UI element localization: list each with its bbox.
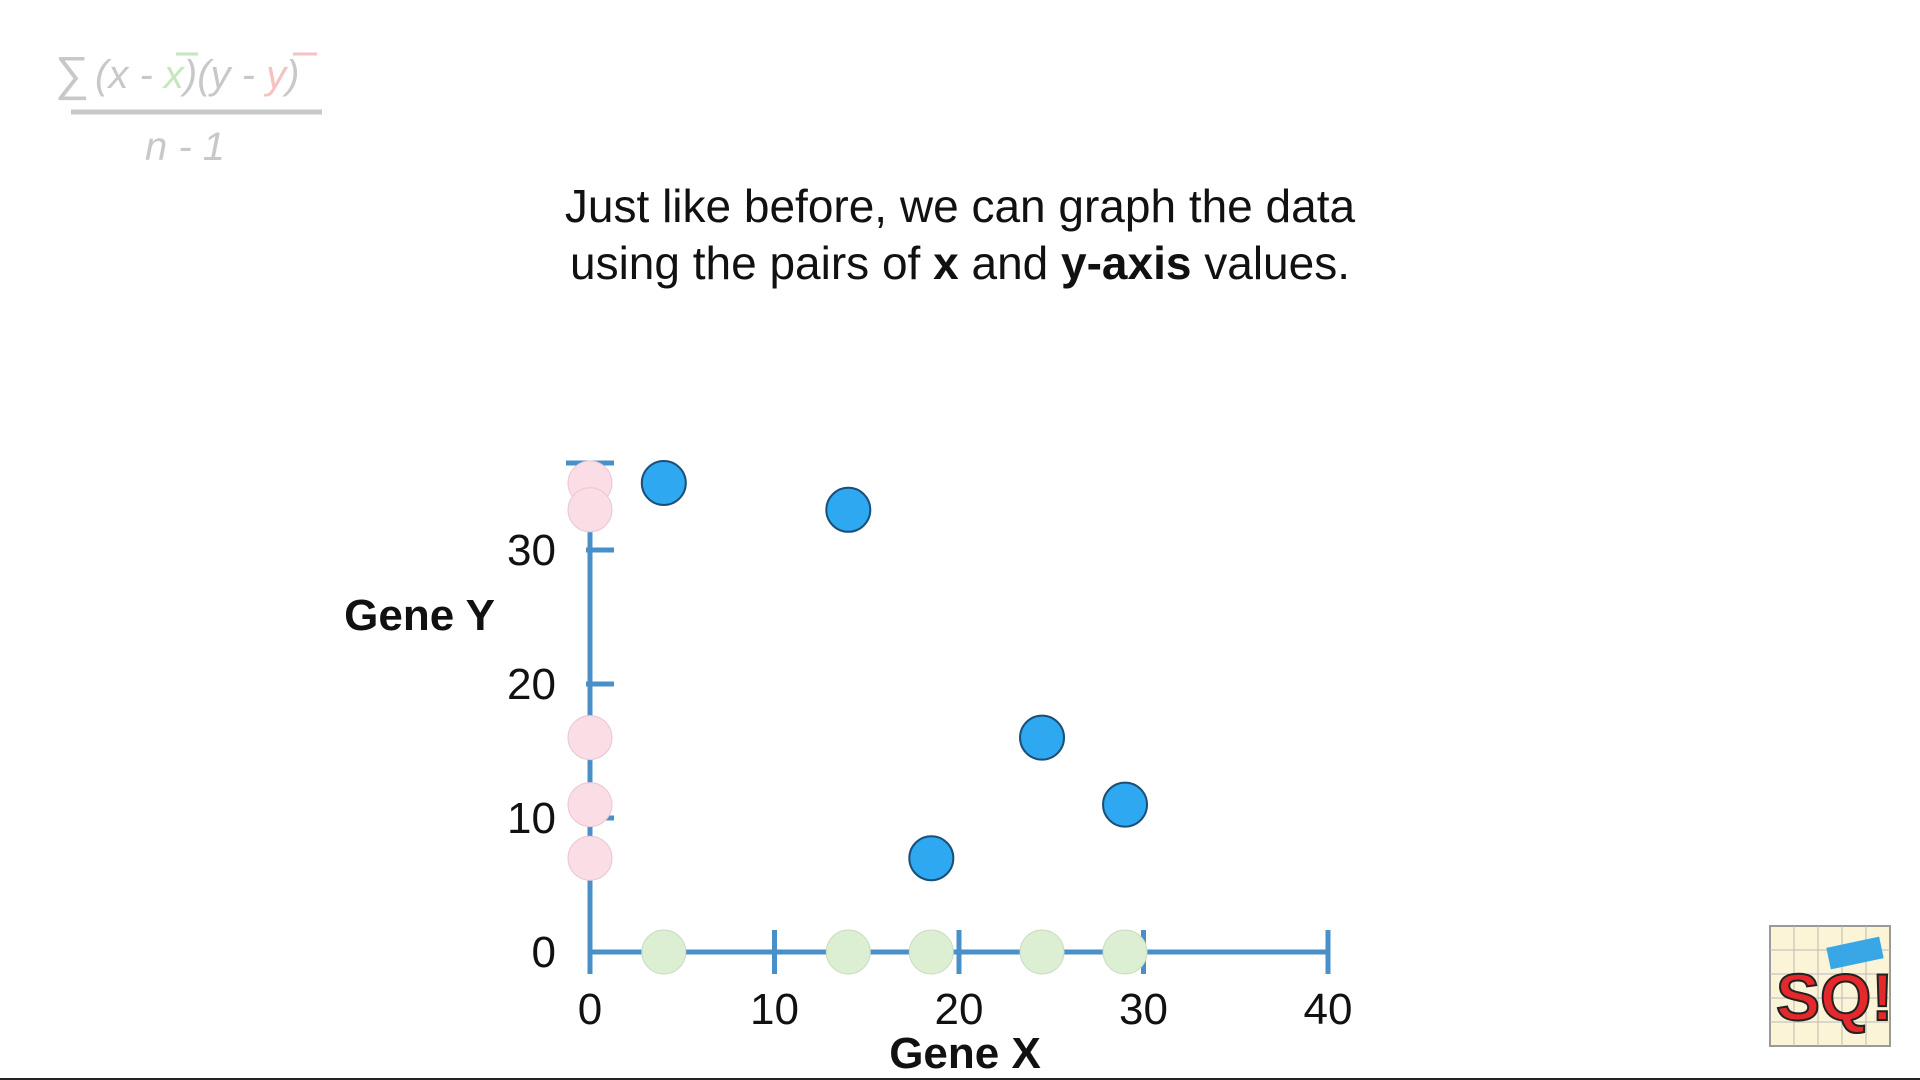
- y-projection-point: [567, 715, 613, 761]
- logo: SQ!: [1769, 925, 1892, 1047]
- logo-banner: [1826, 936, 1884, 970]
- y-axis-label: Gene Y: [344, 591, 495, 640]
- y-projection-point: [567, 782, 613, 828]
- formula-minus-2: -: [242, 53, 255, 97]
- x-projection-point: [908, 929, 954, 975]
- x-axis-label: Gene X: [889, 1029, 1041, 1078]
- formula-x-bar: x: [162, 53, 186, 97]
- y-tick-label: 20: [507, 660, 556, 709]
- svg-text:(x - x)(y - y): (x - x)(y - y): [95, 53, 299, 97]
- x-projection-point: [641, 929, 687, 975]
- x-projection-point: [1102, 929, 1148, 975]
- x-tick-label: 20: [935, 985, 984, 1034]
- x-projection-point: [1019, 929, 1065, 975]
- formula-x: x: [106, 53, 130, 97]
- caption-y-axis-word: y-axis: [1061, 237, 1192, 289]
- data-point: [1019, 714, 1066, 761]
- chart-axes: [566, 460, 1331, 974]
- data-point: [1102, 781, 1149, 828]
- x-projection-point: [825, 929, 871, 975]
- caption-x-word: x: [933, 237, 959, 289]
- data-points: [640, 460, 1149, 882]
- formula-y: y: [208, 53, 234, 97]
- bottom-bar: [0, 1078, 1920, 1080]
- formula-minus-1: -: [139, 53, 152, 97]
- y-tick-label: 0: [532, 928, 556, 977]
- logo-text: SQ!: [1776, 960, 1892, 1034]
- caption-line-2-c: values.: [1191, 237, 1350, 289]
- data-point: [640, 460, 687, 506]
- x-tick-label: 0: [578, 985, 602, 1034]
- formula-sum-sign: ∑: [55, 48, 89, 101]
- y-tick-label: 30: [507, 526, 556, 575]
- tick-labels: 0 10 20 30 40 0 10 20 30: [507, 526, 1352, 1034]
- data-point: [825, 486, 872, 533]
- caption-line-1: Just like before, we can graph the data: [564, 180, 1356, 232]
- formula-y-bar: y: [263, 53, 289, 97]
- data-point: [908, 835, 955, 882]
- caption-line-2-a: using the pairs of: [570, 237, 934, 289]
- caption: Just like before, we can graph the data …: [440, 178, 1480, 292]
- y-projection-point: [567, 487, 613, 533]
- y-tick-label: 10: [507, 794, 556, 843]
- covariance-formula: ∑ (x - x)(y - y) n - 1: [55, 48, 322, 169]
- caption-line-2-b: and: [958, 237, 1062, 289]
- formula-denominator: n - 1: [145, 125, 225, 169]
- caption-line-2: using the pairs of x and y-axis values.: [440, 235, 1480, 292]
- projection-points: [567, 460, 1148, 975]
- x-tick-label: 10: [750, 985, 799, 1034]
- x-tick-label: 30: [1119, 985, 1168, 1034]
- y-projection-point: [567, 835, 613, 881]
- x-tick-label: 40: [1304, 985, 1353, 1034]
